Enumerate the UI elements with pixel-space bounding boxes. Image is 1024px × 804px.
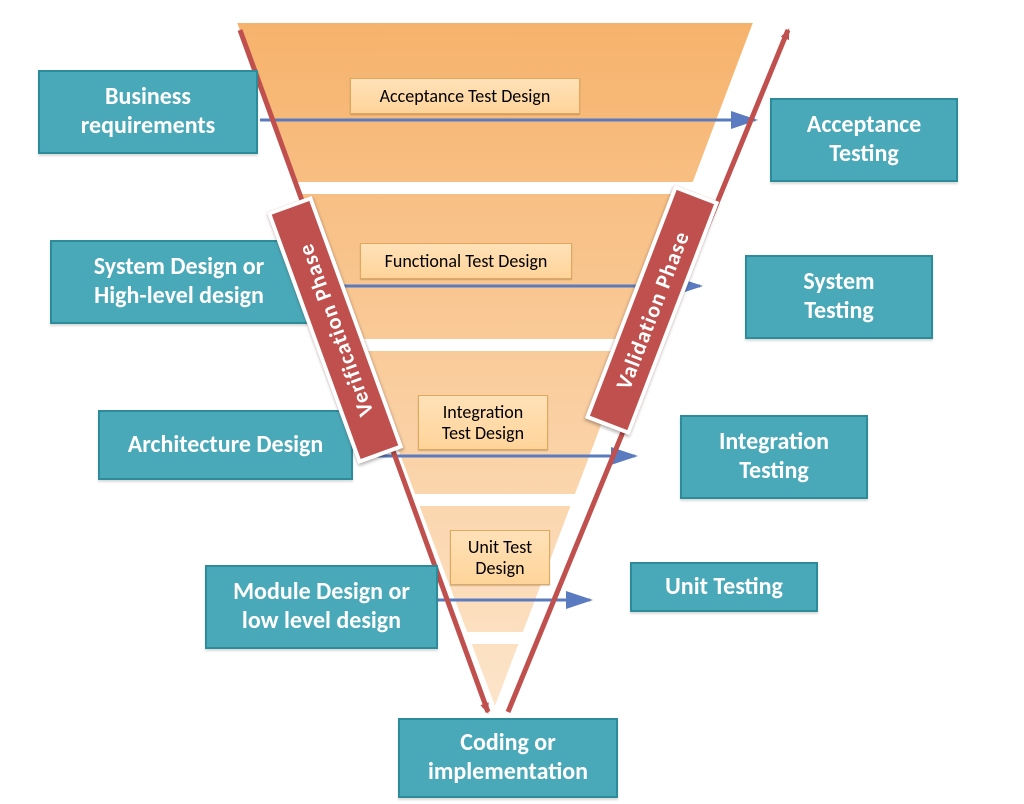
left-box-1-label: System Design orHigh-level design — [94, 253, 264, 311]
test-design-box-3: Unit TestDesign — [450, 530, 550, 585]
right-box-1: SystemTesting — [745, 255, 933, 339]
right-box-3: Unit Testing — [630, 562, 818, 612]
left-box-0-label: Businessrequirements — [81, 83, 216, 141]
right-box-3-label: Unit Testing — [665, 573, 783, 602]
test-design-box-0: Acceptance Test Design — [350, 78, 580, 114]
right-box-0: AcceptanceTesting — [770, 98, 958, 182]
right-box-0-label: AcceptanceTesting — [807, 111, 921, 169]
test-design-box-0-label: Acceptance Test Design — [380, 86, 551, 107]
left-box-3: Module Design orlow level design — [205, 565, 438, 649]
left-box-1: System Design orHigh-level design — [50, 240, 308, 324]
test-design-box-3-label: Unit TestDesign — [468, 537, 532, 578]
validation-phase-box: Validation Phase — [585, 185, 719, 436]
validation-phase-box-label: Validation Phase — [609, 227, 694, 393]
left-box-2: Architecture Design — [98, 410, 353, 480]
test-design-box-2: IntegrationTest Design — [418, 395, 548, 450]
test-design-box-1-label: Functional Test Design — [385, 251, 548, 272]
left-box-4-label: Coding orimplementation — [428, 729, 588, 787]
test-design-box-1: Functional Test Design — [360, 243, 572, 279]
right-box-2-label: IntegrationTesting — [719, 428, 829, 486]
left-box-0: Businessrequirements — [38, 70, 258, 154]
left-box-2-label: Architecture Design — [128, 431, 324, 460]
right-box-2: IntegrationTesting — [680, 415, 868, 499]
test-design-box-2-label: IntegrationTest Design — [442, 402, 524, 443]
right-box-1-label: SystemTesting — [803, 268, 874, 326]
left-box-3-label: Module Design orlow level design — [233, 578, 410, 636]
v-model-diagram: Businessrequirements System Design orHigh… — [0, 0, 1024, 804]
left-box-4: Coding orimplementation — [398, 718, 618, 798]
